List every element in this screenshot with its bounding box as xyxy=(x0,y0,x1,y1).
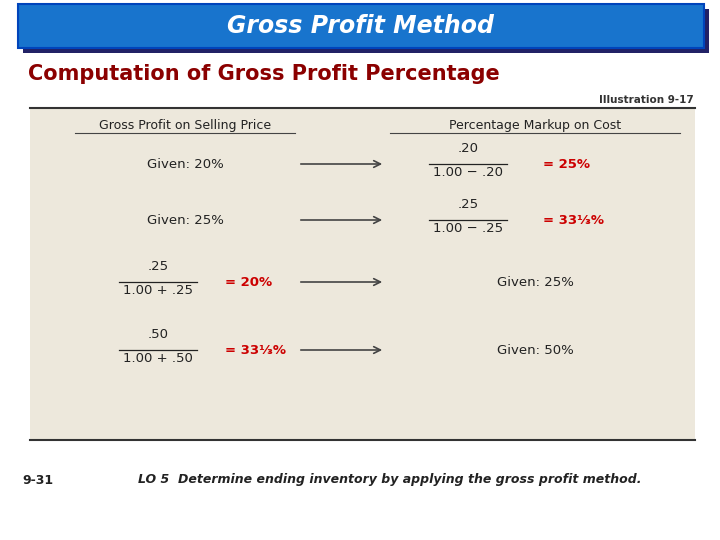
Text: .50: .50 xyxy=(148,328,168,341)
Text: Computation of Gross Profit Percentage: Computation of Gross Profit Percentage xyxy=(28,64,500,84)
Bar xyxy=(30,108,695,440)
Text: = 25%: = 25% xyxy=(543,158,590,171)
Text: = 20%: = 20% xyxy=(225,275,272,288)
Text: .20: .20 xyxy=(457,142,479,155)
Text: .25: .25 xyxy=(457,198,479,211)
Text: Given: 25%: Given: 25% xyxy=(147,213,223,226)
Text: 1.00 + .50: 1.00 + .50 xyxy=(123,352,193,365)
Text: 1.00 − .20: 1.00 − .20 xyxy=(433,166,503,179)
Text: Given: 20%: Given: 20% xyxy=(147,158,223,171)
Text: Gross Profit on Selling Price: Gross Profit on Selling Price xyxy=(99,118,271,132)
Text: 1.00 − .25: 1.00 − .25 xyxy=(433,222,503,235)
Text: LO 5  Determine ending inventory by applying the gross profit method.: LO 5 Determine ending inventory by apply… xyxy=(138,474,642,487)
Text: Given: 50%: Given: 50% xyxy=(497,343,573,356)
Text: Gross Profit Method: Gross Profit Method xyxy=(227,14,493,38)
Text: 1.00 + .25: 1.00 + .25 xyxy=(123,284,193,297)
Text: 9-31: 9-31 xyxy=(22,474,53,487)
Text: .25: .25 xyxy=(148,260,168,273)
FancyBboxPatch shape xyxy=(23,9,709,53)
Text: Illustration 9-17: Illustration 9-17 xyxy=(599,95,694,105)
Text: = 33⅓%: = 33⅓% xyxy=(225,343,286,356)
Text: Given: 25%: Given: 25% xyxy=(497,275,573,288)
Text: Percentage Markup on Cost: Percentage Markup on Cost xyxy=(449,118,621,132)
FancyBboxPatch shape xyxy=(18,4,704,48)
Text: = 33⅓%: = 33⅓% xyxy=(543,213,604,226)
